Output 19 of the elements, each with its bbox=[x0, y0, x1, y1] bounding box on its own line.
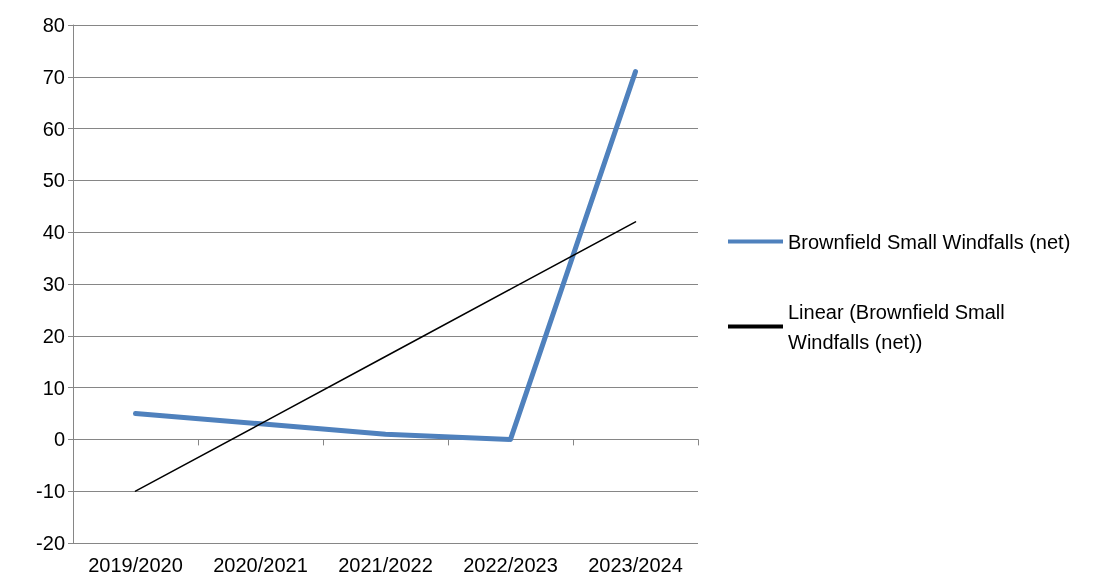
x-tick-label: 2020/2021 bbox=[213, 554, 308, 576]
legend-label: Linear (Brownfield Small Windfalls (net)) bbox=[788, 300, 1011, 353]
y-tick-label: -20 bbox=[36, 532, 65, 554]
y-tick-label: 50 bbox=[42, 169, 65, 192]
y-tick-label: 10 bbox=[42, 376, 65, 399]
y-tick-label: 60 bbox=[42, 117, 65, 140]
legend-label: Brownfield Small Windfalls (net) bbox=[788, 230, 1071, 253]
x-tick-label: 2021/2022 bbox=[338, 554, 433, 576]
x-tick-label: 2022/2023 bbox=[463, 554, 558, 576]
line-series bbox=[134, 221, 637, 492]
y-tick-label: 30 bbox=[42, 273, 65, 295]
y-tick-label: 40 bbox=[42, 221, 65, 244]
y-tick-label: 70 bbox=[42, 65, 65, 88]
y-tick-label: 20 bbox=[42, 324, 65, 347]
x-tick-label: 2019/2020 bbox=[88, 554, 183, 576]
y-tick-label: 0 bbox=[53, 428, 65, 451]
x-tick-label: 2023/2024 bbox=[588, 554, 683, 576]
y-tick-label: -10 bbox=[36, 480, 65, 503]
y-tick-label: 80 bbox=[42, 14, 65, 36]
